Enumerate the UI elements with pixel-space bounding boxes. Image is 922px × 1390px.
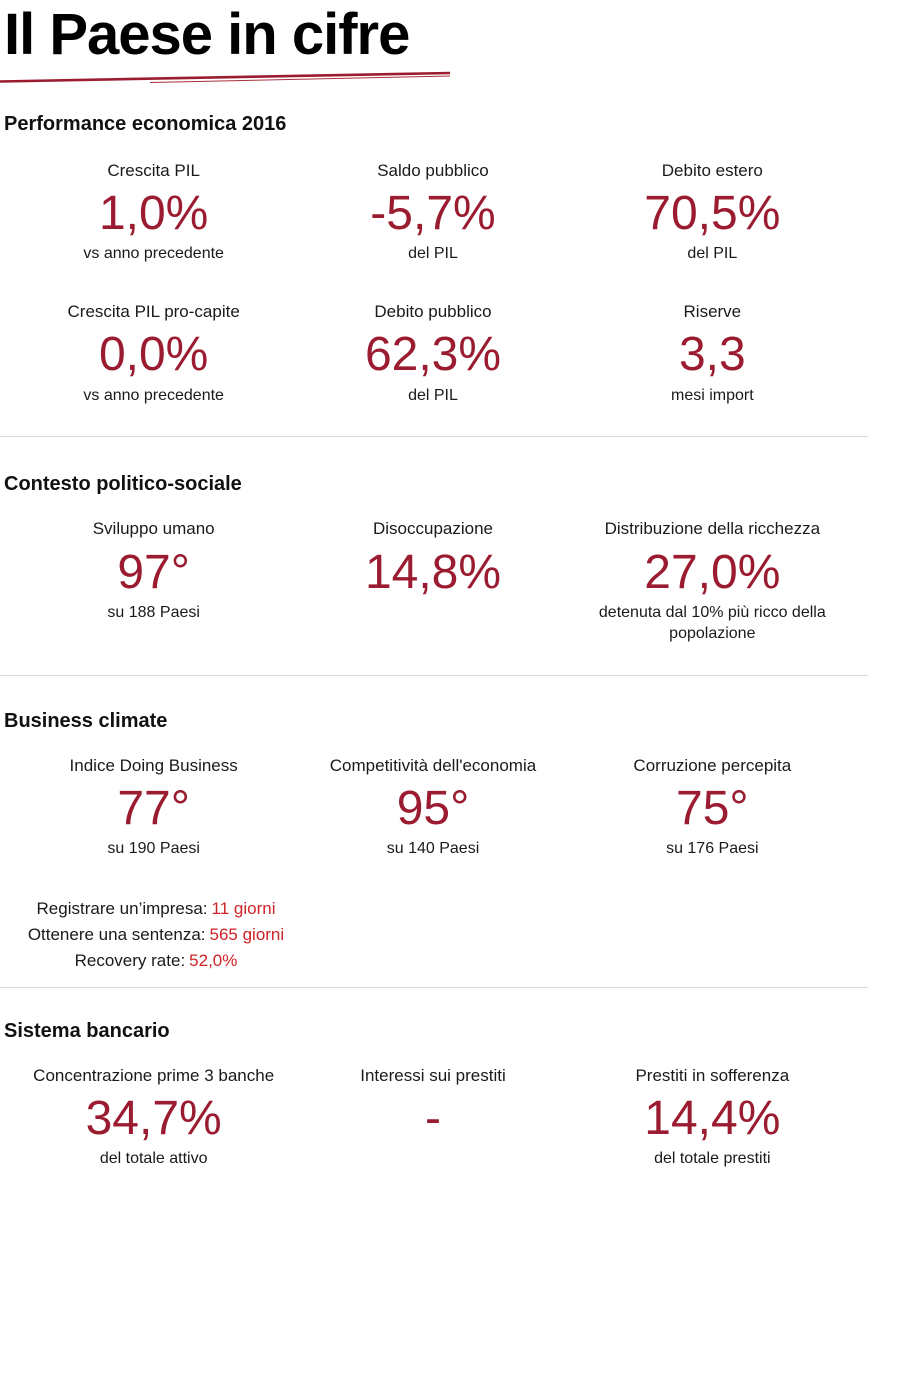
stat-row: Indice Doing Business 77° su 190 Paesi C…	[0, 755, 922, 860]
note-value: 52,0%	[189, 951, 238, 971]
stat-sub: su 140 Paesi	[386, 839, 480, 857]
stat-value: -	[425, 1092, 441, 1146]
stat-label: Competitività dell'economia	[329, 755, 537, 775]
stat-label: Disoccupazione	[372, 519, 493, 539]
page-title: Il Paese in cifre	[4, 2, 410, 67]
stat-sub: vs anno precedente	[83, 245, 224, 263]
stat-sub: detenuta dal 10% più ricco della popolaz…	[598, 603, 826, 642]
stat-value: 77°	[117, 781, 190, 835]
stat-card: Sviluppo umano 97° su 188 Paesi	[14, 518, 293, 644]
section-heading-business: Business climate	[4, 709, 168, 732]
stat-card: Concentrazione prime 3 banche 34,7% del …	[14, 1065, 293, 1170]
stat-value: 3,3	[678, 328, 746, 382]
stat-sub: vs anno precedente	[83, 386, 224, 404]
stat-sub: del PIL	[687, 245, 738, 263]
stat-card: Saldo pubblico -5,7% del PIL	[293, 160, 572, 265]
section-divider	[0, 986, 868, 988]
note-ottenere-sentenza: Ottenere una sentenza: 565 giorni	[0, 922, 312, 948]
stat-card: Distribuzione della ricchezza 27,0% dete…	[573, 518, 852, 644]
stat-sub: su 176 Paesi	[666, 839, 759, 857]
stat-card: Interessi sui prestiti -	[293, 1065, 572, 1170]
note-recovery-rate: Recovery rate: 52,0%	[0, 948, 312, 974]
stat-label: Distribuzione della ricchezza	[604, 519, 821, 539]
section-divider	[0, 674, 868, 676]
section-heading-bancario: Sistema bancario	[4, 1019, 170, 1042]
stat-value: 97°	[117, 545, 190, 599]
section-divider	[0, 436, 868, 438]
stat-sub: su 190 Paesi	[107, 839, 200, 857]
stat-sub: del PIL	[408, 386, 458, 404]
note-registrare-impresa: Registrare un’impresa: 11 giorni	[0, 896, 312, 922]
stat-card: Indice Doing Business 77° su 190 Paesi	[14, 755, 293, 860]
stat-card: Corruzione percepita 75° su 176 Paesi	[573, 755, 852, 860]
stat-card: Prestiti in sofferenza 14,4% del totale …	[573, 1065, 852, 1170]
stat-value: 70,5%	[644, 187, 781, 241]
stat-sub: del totale prestiti	[654, 1150, 771, 1168]
section-heading-performance: Performance economica 2016	[4, 113, 287, 135]
note-label: Ottenere una sentenza:	[27, 925, 206, 945]
stat-label: Interessi sui prestiti	[360, 1065, 506, 1085]
infographic-page: Il Paese in cifre Performance economica …	[0, 6, 922, 1390]
note-label: Recovery rate:	[74, 951, 186, 971]
stat-card: Debito pubblico 62,3% del PIL	[293, 301, 572, 406]
stat-sub: del totale attivo	[99, 1150, 208, 1168]
stat-card: Crescita PIL 1,0% vs anno precedente	[14, 160, 293, 265]
stat-sub: del PIL	[408, 245, 458, 263]
stat-label: Indice Doing Business	[69, 755, 238, 775]
stat-label: Concentrazione prime 3 banche	[33, 1065, 275, 1085]
title-underline-stroke	[0, 71, 451, 83]
stat-row: Crescita PIL 1,0% vs anno precedente Sal…	[0, 160, 922, 265]
stat-value: 14,4%	[644, 1092, 781, 1146]
stat-label: Sviluppo umano	[92, 519, 215, 539]
stat-label: Debito estero	[661, 161, 763, 180]
stat-sub: mesi import	[670, 386, 754, 404]
stat-row: Crescita PIL pro-capite 0,0% vs anno pre…	[0, 301, 922, 406]
stat-value: 14,8%	[364, 545, 502, 599]
note-value: 565 giorni	[209, 925, 285, 945]
note-label: Registrare un’impresa:	[36, 898, 208, 918]
stat-value: 1,0%	[98, 187, 209, 241]
stat-card: Competitività dell'economia 95° su 140 P…	[293, 755, 572, 860]
stat-label: Crescita PIL	[107, 161, 200, 180]
stat-value: 34,7%	[85, 1092, 222, 1146]
note-value: 11 giorni	[211, 898, 276, 918]
stat-card: Riserve 3,3 mesi import	[573, 301, 852, 406]
stat-value: 27,0%	[644, 545, 781, 599]
stat-card: Crescita PIL pro-capite 0,0% vs anno pre…	[14, 301, 293, 406]
stat-row: Concentrazione prime 3 banche 34,7% del …	[0, 1065, 922, 1170]
stat-row: Sviluppo umano 97° su 188 Paesi Disoccup…	[0, 518, 922, 644]
stat-value: 75°	[676, 781, 749, 835]
stat-label: Riserve	[683, 302, 742, 322]
stat-value: 95°	[396, 781, 470, 835]
stat-label: Prestiti in sofferenza	[635, 1065, 790, 1085]
stat-label: Saldo pubblico	[377, 161, 489, 180]
stat-label: Corruzione percepita	[633, 755, 792, 775]
stat-sub: su 188 Paesi	[107, 603, 200, 621]
business-notes: Registrare un’impresa: 11 giorni Ottenere…	[0, 896, 312, 975]
stat-label: Debito pubblico	[374, 302, 492, 322]
stat-value: -5,7%	[370, 187, 496, 241]
stat-card: Debito estero 70,5% del PIL	[573, 160, 852, 265]
stat-card: Disoccupazione 14,8%	[293, 518, 572, 644]
stat-value: 62,3%	[364, 328, 502, 382]
section-heading-contesto: Contesto politico-sociale	[4, 473, 242, 496]
stat-value: 0,0%	[98, 328, 209, 382]
stat-label: Crescita PIL pro-capite	[67, 302, 240, 322]
